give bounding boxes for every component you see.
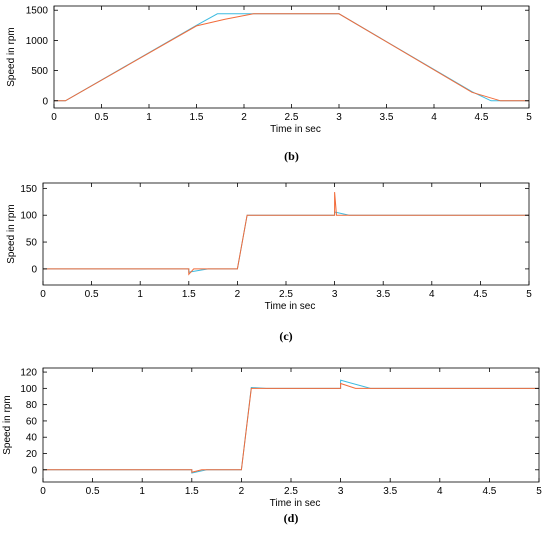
y-axis-label: Speed in rpm [2,395,13,454]
chart-panel: 0 0.5 1 1.5 2 2.5 3 3.5 4 4.5 5 0 20 40 60 80 100 120 Time… [2,368,542,525]
y-tick-label: 60 [26,416,38,427]
x-tick-label: 2.5 [279,289,293,300]
series-line [54,13,529,102]
x-tick-label: 1 [146,112,152,123]
x-tick-label: 5 [526,289,532,300]
x-tick-label: 0.5 [86,486,100,497]
y-tick-label: 0 [31,465,37,476]
plot-frame [42,367,540,483]
series-line [43,379,539,474]
figure-caption: (b) [284,149,299,163]
x-tick-label: 1.5 [190,112,204,123]
y-axis-label: Speed in rpm [6,27,17,86]
x-tick-label: 4.5 [473,289,487,300]
y-tick-label: 40 [26,433,38,444]
x-tick-label: 4.5 [482,486,496,497]
x-tick-label: 3.5 [383,486,397,497]
x-tick-label: 3 [332,289,338,300]
x-tick-label: 0 [51,112,57,123]
x-tick-label: 4.5 [475,112,489,123]
x-tick-label: 2.5 [284,486,298,497]
x-tick-label: 2 [239,486,245,497]
x-tick-label: 2 [235,289,241,300]
chart-panel: 0 0.5 1 1.5 2 2.5 3 3.5 4 4.5 5 0 500 1000 1500 Time in… [6,5,532,163]
y-tick-label: 1000 [26,36,49,47]
y-tick-label: 50 [26,238,38,249]
x-tick-label: 1.5 [185,486,199,497]
x-tick-label: 2 [241,112,247,123]
y-axis-label: Speed in rpm [6,204,17,263]
x-tick-label: 0.5 [95,112,109,123]
x-tick-label: 3 [336,112,342,123]
x-axis-label: Time in sec [270,124,321,135]
x-tick-label: 4 [437,486,443,497]
series-line [43,192,529,276]
x-tick-label: 5 [526,112,532,123]
y-tick-label: 80 [26,400,38,411]
series-line [43,211,529,273]
y-tick-label: 1500 [26,6,49,17]
plot-frame [53,5,530,109]
x-tick-label: 3 [338,486,344,497]
x-tick-label: 4 [429,289,435,300]
y-tick-label: 0 [31,264,37,275]
y-tick-label: 20 [26,449,38,460]
x-tick-label: 5 [536,486,542,497]
x-tick-label: 0 [40,289,46,300]
x-axis-label: Time in sec [270,498,321,509]
x-tick-label: 0.5 [85,289,99,300]
y-tick-label: 0 [42,96,48,107]
x-tick-label: 2.5 [285,112,299,123]
x-tick-label: 1.5 [182,289,196,300]
x-tick-label: 4 [431,112,437,123]
y-tick-label: 100 [20,211,37,222]
x-tick-label: 3.5 [380,112,394,123]
x-tick-label: 3.5 [376,289,390,300]
x-tick-label: 1 [139,486,145,497]
series-line [54,13,529,102]
x-axis-label: Time in sec [265,301,316,312]
y-tick-label: 500 [31,66,48,77]
figure-caption: (d) [284,511,299,525]
figure-caption: (c) [279,329,292,343]
x-tick-label: 1 [137,289,143,300]
y-tick-label: 150 [20,184,37,195]
y-tick-label: 100 [20,384,37,395]
x-tick-label: 0 [40,486,46,497]
plot-frame [42,182,530,286]
y-tick-label: 120 [20,368,37,379]
series-line [43,382,539,473]
